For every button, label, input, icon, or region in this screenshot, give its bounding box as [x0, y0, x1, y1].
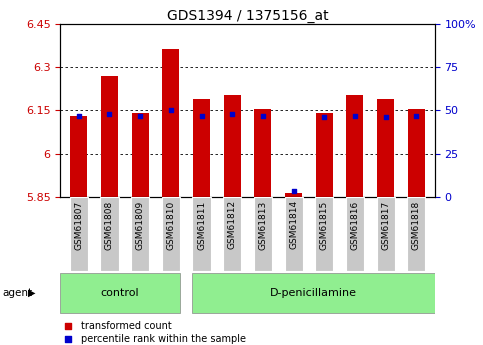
Bar: [131, 197, 149, 271]
Text: GSM61815: GSM61815: [320, 200, 329, 250]
Point: [167, 108, 175, 113]
Text: GSM61809: GSM61809: [136, 200, 144, 250]
Point: [228, 111, 236, 117]
Bar: [224, 95, 241, 197]
Bar: [132, 113, 149, 197]
Text: control: control: [101, 288, 140, 298]
Point: [382, 115, 389, 120]
Text: GSM61817: GSM61817: [381, 200, 390, 250]
Text: GSM61810: GSM61810: [166, 200, 175, 250]
Bar: [346, 95, 363, 197]
Bar: [285, 193, 302, 197]
Bar: [162, 49, 179, 197]
Point: [136, 113, 144, 118]
Bar: [346, 197, 364, 271]
Text: percentile rank within the sample: percentile rank within the sample: [81, 334, 246, 344]
Text: GSM61808: GSM61808: [105, 200, 114, 250]
Point: [64, 336, 72, 342]
Point: [412, 113, 420, 118]
Bar: [408, 109, 425, 197]
Bar: [100, 197, 118, 271]
Text: GSM61814: GSM61814: [289, 200, 298, 249]
Bar: [255, 109, 271, 197]
Bar: [101, 76, 118, 197]
Point: [290, 189, 298, 194]
Point: [259, 113, 267, 118]
Text: GSM61818: GSM61818: [412, 200, 421, 250]
Bar: [407, 197, 426, 271]
Bar: [315, 197, 333, 271]
Text: GSM61807: GSM61807: [74, 200, 83, 250]
Bar: [377, 99, 394, 197]
Bar: [284, 197, 303, 271]
Text: GSM61812: GSM61812: [227, 200, 237, 249]
Text: transformed count: transformed count: [81, 321, 172, 331]
Text: GSM61813: GSM61813: [258, 200, 268, 250]
Point: [351, 113, 359, 118]
Point: [320, 115, 328, 120]
Bar: [60, 273, 180, 313]
Text: D-penicillamine: D-penicillamine: [270, 288, 357, 298]
Text: GSM61811: GSM61811: [197, 200, 206, 250]
Text: GSM61816: GSM61816: [351, 200, 359, 250]
Point: [198, 113, 205, 118]
Point: [64, 323, 72, 329]
Bar: [377, 197, 395, 271]
Bar: [192, 273, 435, 313]
Bar: [316, 113, 333, 197]
Text: agent: agent: [2, 288, 32, 298]
Bar: [223, 197, 241, 271]
Bar: [71, 116, 87, 197]
Title: GDS1394 / 1375156_at: GDS1394 / 1375156_at: [167, 9, 328, 23]
Bar: [192, 197, 211, 271]
Bar: [162, 197, 180, 271]
Bar: [193, 99, 210, 197]
Text: ▶: ▶: [28, 288, 36, 298]
Bar: [254, 197, 272, 271]
Point: [106, 111, 114, 117]
Bar: [70, 197, 88, 271]
Point: [75, 113, 83, 118]
